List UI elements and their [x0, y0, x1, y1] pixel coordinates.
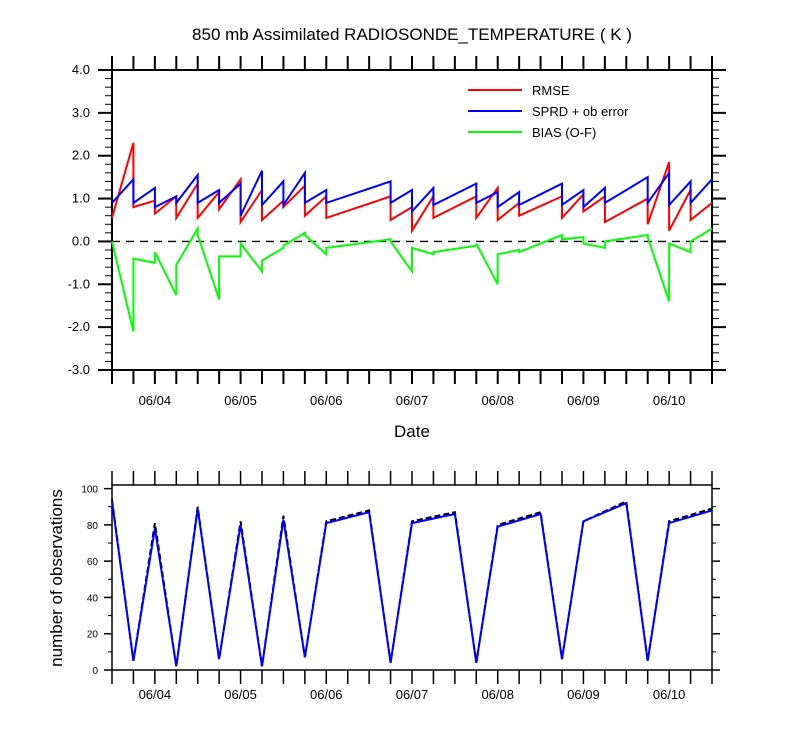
y-tick-label: 4.0 — [72, 62, 90, 77]
series-line-sprd-ob-error — [111, 169, 713, 217]
top-x-axis-title: Date — [394, 422, 430, 441]
y-tick-label: 0 — [92, 666, 98, 677]
y-tick-label: 100 — [81, 485, 98, 496]
x-tick-label: 06/04 — [139, 687, 172, 702]
x-tick-label: 06/06 — [310, 393, 343, 408]
legend-label-sprd: SPRD + ob error — [532, 104, 629, 119]
y-tick-label: 0.0 — [72, 233, 90, 248]
bottom-plot-area: 0 20 40 60 80 100 06/04 06/05 06/06 06/07 06/08 06/… — [81, 471, 720, 702]
x-tick-label: 06/07 — [396, 687, 429, 702]
y-tick-label: -1.0 — [68, 276, 90, 291]
x-tick-label: 06/10 — [653, 687, 686, 702]
series-line-bias-o-f — [111, 224, 713, 332]
legend-label-bias: BIAS (O-F) — [532, 125, 596, 140]
bottom-y-axis-title: number of observations — [47, 489, 66, 667]
x-tick-label: 06/07 — [396, 393, 429, 408]
series-line-used — [111, 501, 713, 667]
y-tick-label: -3.0 — [68, 362, 90, 377]
legend-label-rmse: RMSE — [532, 83, 570, 98]
y-tick-label: 2.0 — [72, 148, 90, 163]
y-tick-label: 20 — [87, 630, 99, 641]
y-tick-label: 3.0 — [72, 105, 90, 120]
x-tick-label: 06/05 — [224, 687, 257, 702]
plot-frame — [111, 484, 713, 671]
x-tick-label: 06/05 — [224, 393, 257, 408]
legend: RMSE SPRD + ob error BIAS (O-F) — [468, 83, 629, 140]
y-tick-label: 40 — [87, 593, 99, 604]
x-tick-label: 06/10 — [653, 393, 686, 408]
y-tick-label: 60 — [87, 557, 99, 568]
y-tick-label: -2.0 — [68, 319, 90, 334]
x-tick-label: 06/09 — [567, 393, 600, 408]
x-tick-label: 06/08 — [481, 687, 514, 702]
series-line-rmse — [111, 142, 713, 235]
x-tick-label: 06/04 — [139, 393, 172, 408]
x-tick-label: 06/08 — [481, 393, 514, 408]
top-plot-area: -3.0 -2.0 -1.0 0.0 1.0 2.0 3.0 4.0 06/04 06/05 06/… — [68, 56, 726, 408]
x-tick-label: 06/06 — [310, 687, 343, 702]
chart-title: 850 mb Assimilated RADIOSONDE_TEMPERATUR… — [192, 25, 632, 44]
x-tick-label: 06/09 — [567, 687, 600, 702]
y-tick-label: 80 — [87, 521, 99, 532]
y-tick-label: 1.0 — [72, 191, 90, 206]
